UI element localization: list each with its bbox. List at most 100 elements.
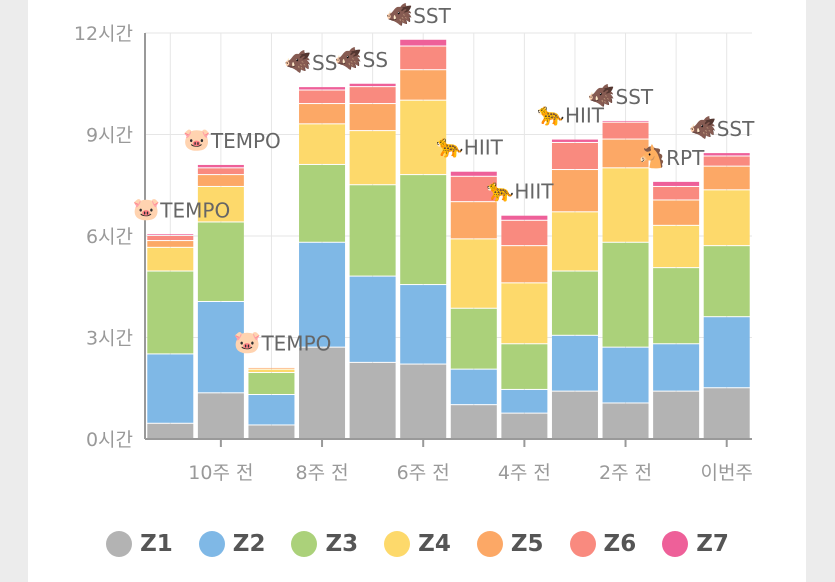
bar-segment-z5: [197, 175, 244, 186]
y-tick-label: 3시간: [86, 328, 133, 350]
legend-swatch: [662, 531, 689, 557]
bar-segment-z2: [450, 369, 497, 405]
bar-segment-z7: [197, 164, 244, 168]
bar-segment-z3: [551, 271, 598, 335]
bar-segment-z1: [147, 423, 194, 438]
x-tick-label: 6주 전: [397, 462, 450, 484]
x-tick-label: 10주 전: [188, 462, 253, 484]
bar-segment-z5: [400, 70, 447, 100]
bar-segment-z5: [349, 104, 396, 131]
bar-segment-z6: [703, 156, 750, 166]
bar-segment-z3: [248, 373, 295, 395]
legend-swatch: [569, 531, 596, 557]
bar-segment-z2: [197, 301, 244, 393]
bar-segment-z4: [400, 100, 447, 175]
bar-segment-z6: [551, 142, 598, 170]
bar-segment-z4: [299, 124, 346, 164]
bar-segment-z6: [400, 46, 447, 70]
bar-annotation-label: SST: [413, 4, 451, 28]
leopard-icon: 🐆: [537, 103, 564, 128]
bar-annotation-label: HIIT: [565, 104, 605, 128]
bar-segment-z7: [703, 153, 750, 156]
legend-item-z7[interactable]: Z7: [662, 531, 729, 557]
bar-segment-z7: [602, 120, 649, 122]
bar-segment-z2: [349, 276, 396, 362]
legend-item-z2[interactable]: Z2: [198, 531, 266, 557]
bar-segment-z7: [400, 39, 447, 46]
bar-segment-z2: [248, 395, 295, 425]
bar-segment-z2: [602, 347, 649, 403]
legend-label: Z7: [696, 531, 729, 557]
bar-segment-z4: [653, 225, 700, 268]
chart-legend: Z1 Z2 Z3 Z4 Z5 Z6 Z7: [0, 524, 835, 564]
bar-segment-z7: [551, 139, 598, 142]
bar-segment-z5: [450, 202, 497, 239]
bar-segment-z4: [349, 131, 396, 185]
bar-segment-z4: [703, 190, 750, 246]
bar-segment-z3: [147, 271, 194, 354]
bar-segment-z4: [501, 283, 548, 344]
bar-segment-z5: [501, 246, 548, 283]
legend-label: Z1: [140, 531, 173, 557]
leopard-icon: 🐆: [436, 135, 463, 160]
legend-item-z3[interactable]: Z3: [291, 531, 358, 557]
legend-item-z5[interactable]: Z5: [476, 531, 544, 557]
bar-segment-z3: [602, 242, 649, 347]
bar-segment-z5: [299, 104, 346, 124]
bar-annotation-label: RPT: [666, 146, 705, 170]
bar-segment-z6: [197, 168, 244, 175]
x-tick-label: 8주 전: [295, 462, 348, 484]
bar-segment-z7: [299, 87, 346, 90]
bar-segment-z1: [703, 388, 750, 438]
x-tick-label: 이번주: [700, 462, 752, 484]
bar-segment-z4: [602, 168, 649, 242]
bar-segment-z2: [299, 242, 346, 347]
bar-segment-z7: [653, 181, 700, 186]
bar-segment-z2: [653, 344, 700, 391]
x-tick-label: 4주 전: [498, 462, 551, 484]
legend-label: Z3: [325, 531, 359, 557]
legend-swatch: [384, 531, 411, 557]
x-tick-label: 2주 전: [599, 462, 652, 484]
y-tick-label: 6시간: [86, 226, 133, 248]
bar-segment-z1: [602, 403, 649, 438]
legend-item-z1[interactable]: Z1: [106, 531, 173, 557]
boar-icon: 🐗: [588, 83, 615, 109]
bar-segment-z6: [602, 122, 649, 139]
legend-item-z6[interactable]: Z6: [569, 531, 637, 557]
bar-segment-z2: [147, 354, 194, 423]
leopard-icon: 🐆: [487, 179, 514, 204]
pig-face-icon: 🐷: [183, 128, 210, 153]
bar-segment-z6: [147, 236, 194, 241]
bar-annotation-label: TEMPO: [159, 198, 230, 222]
bar-segment-z2: [703, 317, 750, 388]
legend-label: Z6: [603, 531, 637, 557]
bar-annotation-label: SST: [616, 85, 654, 109]
legend-item-z4[interactable]: Z4: [384, 531, 451, 557]
bar-segment-z5: [703, 166, 750, 190]
bar-segment-z1: [248, 425, 295, 438]
bar-segment-z3: [299, 164, 346, 242]
bar-segment-z1: [400, 364, 447, 438]
bar-segment-z3: [703, 246, 750, 317]
bar-annotation-label: HIIT: [464, 136, 504, 160]
bar-annotation-label: SST: [717, 117, 755, 141]
bar-segment-z7: [147, 234, 194, 235]
bar-segment-z1: [450, 405, 497, 438]
bar-annotation-label: SS: [363, 48, 388, 72]
bar-segment-z7: [450, 171, 497, 176]
bar-segment-z1: [653, 391, 700, 438]
legend-label: Z2: [232, 531, 266, 557]
bar-segment-z3: [349, 185, 396, 276]
boar-icon: 🐗: [386, 2, 413, 28]
bar-segment-z4: [197, 186, 244, 222]
bar-segment-z1: [349, 362, 396, 438]
bar-segment-z1: [501, 413, 548, 438]
bar-segment-z1: [197, 393, 244, 438]
y-tick-label: 0시간: [86, 429, 133, 451]
legend-swatch: [476, 531, 503, 557]
y-tick-label: 12시간: [74, 23, 133, 45]
bar-segment-z6: [653, 186, 700, 200]
bar-segment-z1: [299, 347, 346, 438]
legend-swatch: [106, 531, 133, 557]
